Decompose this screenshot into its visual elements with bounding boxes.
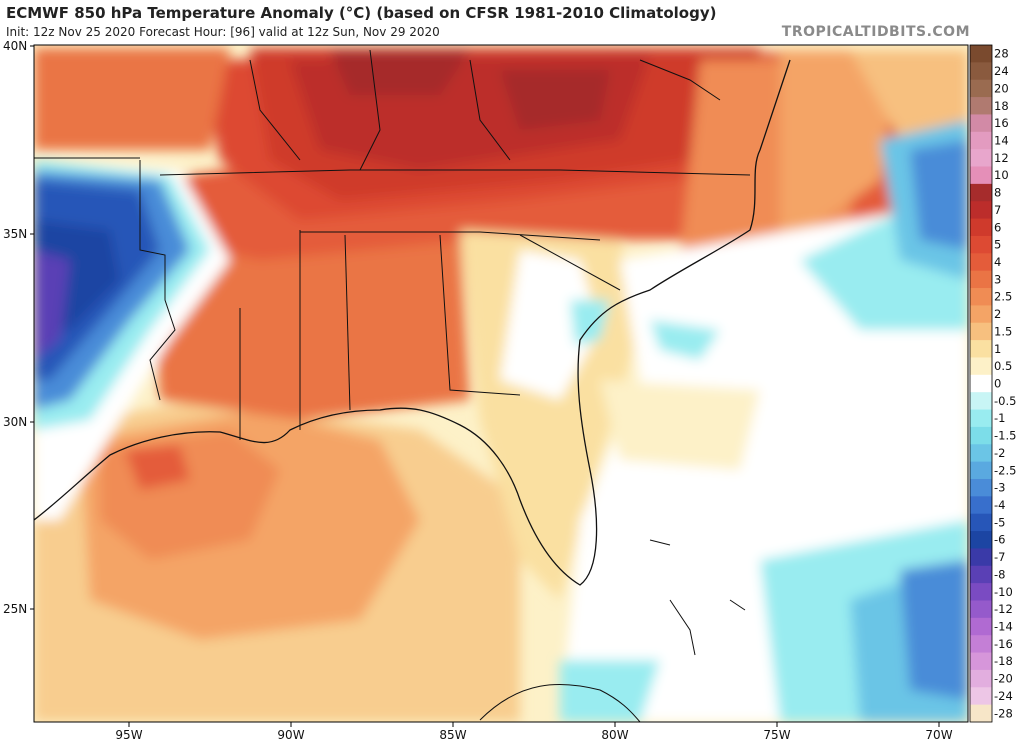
colorbar-swatch bbox=[970, 357, 992, 376]
lon-label-70w: 70W bbox=[925, 728, 952, 742]
colorbar-label: -28 bbox=[994, 706, 1013, 720]
lon-label-75w: 75W bbox=[763, 728, 790, 742]
colorbar-label: -12 bbox=[994, 602, 1013, 616]
colorbar-swatch bbox=[970, 97, 992, 115]
colorbar-label: 0 bbox=[994, 377, 1001, 391]
colorbar-label: -14 bbox=[994, 620, 1013, 634]
colorbar-swatch bbox=[970, 288, 992, 306]
colorbar-swatch bbox=[970, 426, 992, 445]
colorbar-label: 28 bbox=[994, 47, 1009, 61]
colorbar-label: 16 bbox=[994, 116, 1009, 130]
colorbar-label: 24 bbox=[994, 64, 1009, 78]
colorbar-swatch bbox=[970, 478, 992, 497]
lon-label-95w: 95W bbox=[115, 728, 142, 742]
colorbar-label: -1 bbox=[994, 411, 1005, 425]
colorbar-border bbox=[969, 44, 993, 723]
colorbar-swatch bbox=[970, 531, 992, 549]
colorbar-swatch bbox=[970, 392, 992, 411]
colorbar-label: -2 bbox=[994, 446, 1005, 460]
colorbar-swatch bbox=[970, 635, 992, 654]
colorbar-label: 1 bbox=[994, 342, 1001, 356]
latitude-axis: 40N 35N 30N 25N bbox=[3, 39, 34, 616]
colorbar-label: 12 bbox=[994, 151, 1009, 165]
colorbar-label: -5 bbox=[994, 515, 1005, 529]
brand-watermark: TROPICALTIDBITS.COM bbox=[781, 24, 970, 40]
lon-label-85w: 85W bbox=[439, 728, 466, 742]
colorbar-swatch bbox=[970, 617, 992, 636]
colorbar-swatch bbox=[970, 166, 992, 185]
colorbar-swatch bbox=[970, 496, 992, 515]
lat-label-35n: 35N bbox=[3, 227, 27, 241]
colorbar-swatch bbox=[970, 79, 992, 98]
colorbar-swatch bbox=[970, 583, 992, 601]
colorbar-label: 8 bbox=[994, 186, 1001, 200]
map-subtitle: Init: 12z Nov 25 2020 Forecast Hour: [96… bbox=[6, 25, 440, 39]
colorbar-label: -6 bbox=[994, 533, 1005, 547]
map-title: ECMWF 850 hPa Temperature Anomaly (°C) (… bbox=[6, 4, 717, 22]
colorbar-swatch bbox=[970, 253, 992, 272]
colorbar-label: -4 bbox=[994, 498, 1005, 512]
colorbar-swatch bbox=[970, 652, 992, 671]
colorbar-label: -8 bbox=[994, 567, 1005, 581]
colorbar-swatch bbox=[970, 322, 992, 341]
longitude-axis: 95W 90W 85W 80W 75W 70W bbox=[115, 722, 953, 742]
colorbar-label: 3 bbox=[994, 272, 1001, 286]
colorbar-swatch bbox=[970, 340, 992, 358]
colorbar-swatch bbox=[970, 461, 992, 480]
colorbar-swatch bbox=[970, 669, 992, 688]
colorbar-swatch bbox=[970, 270, 992, 289]
colorbar-label: -18 bbox=[994, 654, 1013, 668]
colorbar-swatch bbox=[970, 513, 992, 532]
colorbar-label: -24 bbox=[994, 689, 1013, 703]
colorbar-label: -10 bbox=[994, 585, 1013, 599]
colorbar-label: 5 bbox=[994, 238, 1001, 252]
colorbar-swatch bbox=[970, 114, 992, 133]
colorbar-swatch bbox=[970, 704, 992, 723]
colorbar-swatch bbox=[970, 131, 992, 150]
colorbar-label: 7 bbox=[994, 203, 1001, 217]
lon-label-80w: 80W bbox=[601, 728, 628, 742]
colorbar-swatch bbox=[970, 548, 992, 567]
colorbar-label: 2 bbox=[994, 307, 1001, 321]
colorbar-label: 0.5 bbox=[994, 359, 1012, 373]
colorbar-swatch bbox=[970, 62, 992, 81]
colorbar-label: 18 bbox=[994, 99, 1009, 113]
lat-label-30n: 30N bbox=[3, 415, 27, 429]
colorbar-label: 14 bbox=[994, 133, 1009, 147]
colorbar-swatch bbox=[970, 374, 992, 393]
colorbar-label: -16 bbox=[994, 637, 1013, 651]
colorbar-swatch bbox=[970, 45, 992, 63]
colorbar-label: 6 bbox=[994, 220, 1001, 234]
anomaly-field bbox=[34, 45, 968, 722]
colorbar: 28 24 20 18 16 14 12 10 8 7 6 5 4 3 2.5 2 1.5 1 0.5 0 -0.5 -1… bbox=[969, 44, 1016, 723]
colorbar-label: -7 bbox=[994, 550, 1005, 564]
colorbar-swatch bbox=[970, 149, 992, 168]
colorbar-swatch bbox=[970, 687, 992, 706]
colorbar-label: -1.5 bbox=[994, 429, 1016, 443]
colorbar-label: -0.5 bbox=[994, 394, 1016, 408]
colorbar-swatch bbox=[970, 305, 992, 324]
colorbar-swatch bbox=[970, 444, 992, 463]
colorbar-swatch bbox=[970, 183, 992, 202]
lat-label-40n: 40N bbox=[3, 39, 27, 53]
colorbar-label: -2.5 bbox=[994, 463, 1016, 477]
colorbar-label: -3 bbox=[994, 481, 1005, 495]
colorbar-swatch bbox=[970, 409, 992, 428]
colorbar-label: 20 bbox=[994, 81, 1009, 95]
colorbar-swatch bbox=[970, 565, 992, 584]
colorbar-label: 10 bbox=[994, 168, 1009, 182]
colorbar-swatch bbox=[970, 218, 992, 237]
colorbar-swatch bbox=[970, 235, 992, 254]
colorbar-label: -20 bbox=[994, 672, 1013, 686]
colorbar-label: 1.5 bbox=[994, 324, 1012, 338]
lon-label-90w: 90W bbox=[277, 728, 304, 742]
colorbar-swatch bbox=[970, 600, 992, 619]
colorbar-label: 2.5 bbox=[994, 290, 1012, 304]
lat-label-25n: 25N bbox=[3, 602, 27, 616]
colorbar-label: 4 bbox=[994, 255, 1001, 269]
colorbar-swatch bbox=[970, 201, 992, 220]
